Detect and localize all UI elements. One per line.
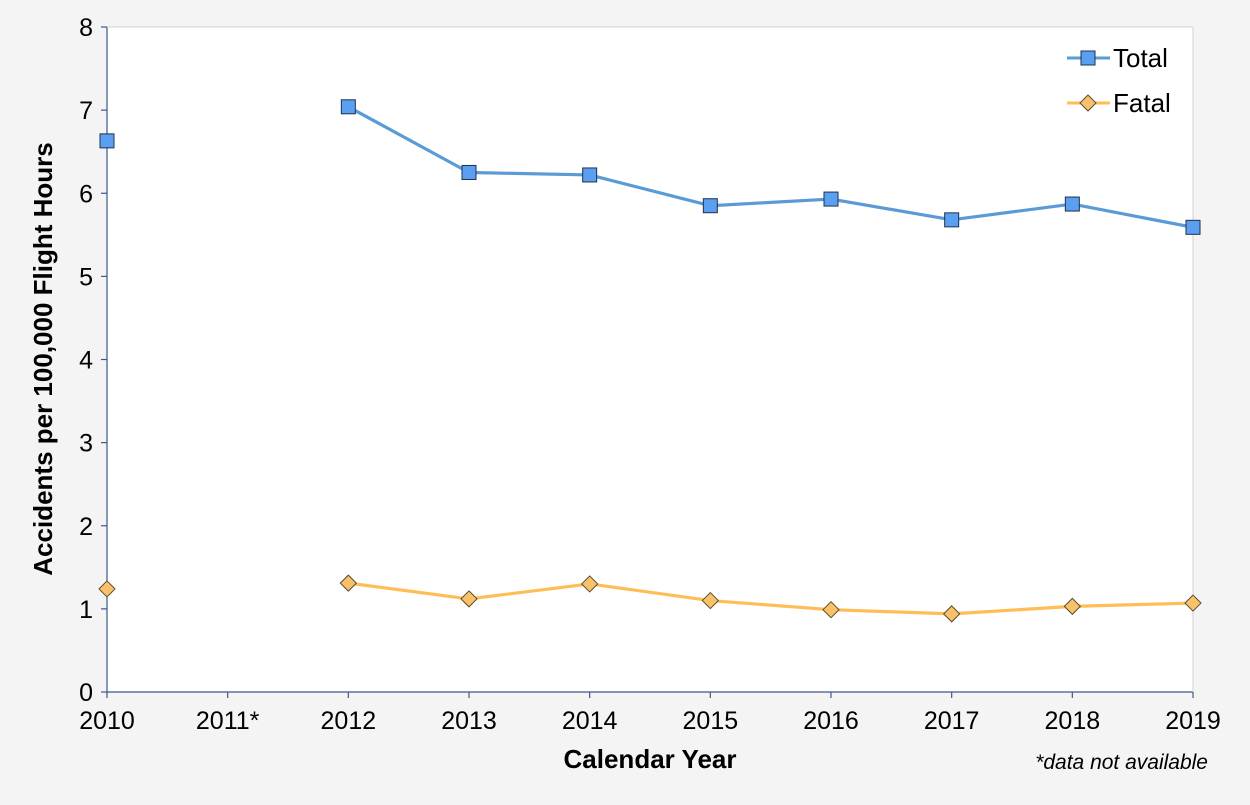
data-point-total[interactable] bbox=[702, 198, 718, 214]
y-tick-label: 4 bbox=[79, 347, 93, 375]
data-point-fatal[interactable] bbox=[1184, 594, 1202, 612]
x-tick-label: 2014 bbox=[562, 707, 618, 735]
data-point-fatal[interactable] bbox=[1063, 597, 1082, 616]
y-axis-ticks: 0 1 2 3 4 5 6 7 8 bbox=[79, 14, 107, 707]
plot-area bbox=[107, 27, 1193, 692]
legend-label-fatal: Fatal bbox=[1113, 88, 1171, 118]
data-point-fatal[interactable] bbox=[822, 600, 840, 619]
data-point-fatal[interactable] bbox=[701, 591, 720, 610]
y-axis-title: Accidents per 100,000 Flight Hours bbox=[28, 142, 58, 575]
footnote: *data not available bbox=[1035, 751, 1208, 774]
y-tick-label: 0 bbox=[79, 679, 93, 707]
x-axis-ticks: 2010 2011* 2012 2013 2014 2015 2016 2017 2018 201… bbox=[79, 692, 1221, 735]
x-tick-label: 2019 bbox=[1165, 707, 1221, 735]
legend-item-total[interactable]: Total bbox=[1067, 43, 1168, 73]
x-tick-label: 2017 bbox=[924, 707, 980, 735]
data-point-total[interactable] bbox=[823, 191, 839, 207]
x-tick-label: 2010 bbox=[79, 707, 135, 735]
x-tick-label: 2011* bbox=[196, 707, 260, 735]
data-point-total[interactable] bbox=[99, 133, 115, 149]
data-point-total[interactable] bbox=[1064, 196, 1080, 212]
y-tick-label: 1 bbox=[79, 596, 93, 624]
data-point-fatal[interactable] bbox=[339, 574, 358, 592]
data-point-fatal[interactable] bbox=[580, 575, 599, 593]
series-line-fatal bbox=[348, 581, 1194, 616]
data-point-total[interactable] bbox=[461, 164, 477, 180]
x-tick-label: 2012 bbox=[321, 707, 377, 735]
x-axis-title: Calendar Year bbox=[564, 744, 737, 774]
y-tick-label: 7 bbox=[79, 97, 93, 125]
y-tick-label: 2 bbox=[79, 513, 93, 541]
data-point-total[interactable] bbox=[944, 212, 960, 228]
legend-marker-fatal bbox=[1079, 94, 1097, 112]
legend: Total Fatal bbox=[1067, 43, 1171, 118]
y-tick-label: 3 bbox=[79, 430, 93, 458]
y-tick-label: 8 bbox=[79, 14, 93, 42]
series-line-total bbox=[347, 105, 1194, 229]
legend-marker-total bbox=[1080, 50, 1096, 66]
data-point-total[interactable] bbox=[582, 167, 598, 183]
data-point-fatal[interactable] bbox=[460, 590, 478, 608]
y-tick-label: 5 bbox=[79, 263, 93, 291]
data-point-fatal[interactable] bbox=[98, 580, 116, 598]
data-point-total[interactable] bbox=[340, 99, 356, 115]
x-tick-label: 2013 bbox=[441, 707, 497, 735]
data-point-fatal[interactable] bbox=[942, 605, 961, 623]
x-tick-label: 2015 bbox=[683, 707, 739, 735]
x-tick-label: 2016 bbox=[803, 707, 859, 735]
series-layer bbox=[98, 99, 1202, 623]
data-point-total[interactable] bbox=[1185, 219, 1201, 235]
legend-label-total: Total bbox=[1113, 43, 1168, 73]
y-tick-label: 6 bbox=[79, 180, 93, 208]
x-tick-label: 2018 bbox=[1045, 707, 1101, 735]
legend-item-fatal[interactable]: Fatal bbox=[1067, 88, 1171, 118]
